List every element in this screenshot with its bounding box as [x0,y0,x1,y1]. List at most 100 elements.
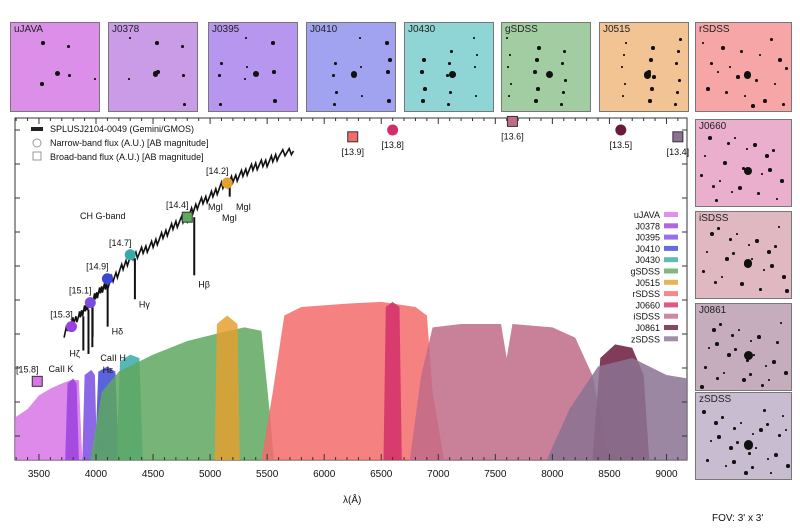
star [734,137,736,139]
magnitude-label: [15.8] [16,364,39,374]
star [740,422,742,424]
star [774,245,777,248]
star [94,78,96,80]
star [749,373,752,376]
filter-legend-swatch [664,325,678,330]
broadband-marker-rSDSS [347,131,359,143]
star [717,227,720,230]
star [748,244,750,246]
star [786,464,790,468]
star [723,161,727,165]
filter-legend-swatch [664,234,678,240]
star [746,359,749,362]
x-tick-label: 3500 [28,469,51,480]
fov-label: FOV: 3' x 3' [712,513,764,524]
star [55,71,60,77]
star [733,427,736,430]
filter-legend-label: rSDSS [632,289,660,299]
star [731,334,734,337]
x-tick-label: 8000 [541,469,564,480]
star [776,341,779,344]
thumbnail-label: J0660 [699,121,727,132]
filter-curve-J0378 [65,378,79,460]
star [714,281,717,284]
star [729,238,732,241]
narrowband-marker-J0410 [101,273,113,285]
star [420,70,424,74]
star [736,233,738,235]
star [761,384,764,387]
mgi-label-3: MgI [222,213,237,223]
star [625,42,627,44]
star [360,66,362,68]
star [446,74,449,77]
star [335,91,338,94]
photometry-points: [15.8] [15.3] [15.1] [14.9] [14.7] [14.4] [14.… [16,115,689,387]
star [624,83,626,85]
star [751,258,753,260]
star [742,378,746,382]
x-axis-label: λ(Å) [343,493,361,506]
legend-narrow: Narrow-band flux (A.U.) [AB magnitude] [50,138,209,148]
broadband-marker-zSDSS [672,131,684,143]
star [743,259,753,268]
star [719,323,722,326]
star [757,192,760,195]
star [679,38,682,41]
star [706,87,710,91]
thumbnail-J0861: J0861 [695,303,792,391]
star [450,50,453,53]
star [385,41,389,45]
star [648,99,652,103]
star [155,41,159,45]
star [702,270,705,273]
star [732,460,736,464]
star [128,78,130,80]
star [753,354,755,356]
filter-legend-label: J0410 [635,244,660,254]
star [708,347,710,349]
absorption-label: Hγ [139,299,150,309]
star [755,447,757,449]
star [765,154,769,158]
star [729,446,733,450]
star [767,250,771,254]
magnitude-label: [15.1] [69,286,92,296]
filter-curve-J0395 [82,369,98,460]
star [725,91,728,94]
absorption-label: CaII H [100,353,126,363]
star [744,95,746,97]
ch-gband-label: CH G-band [80,211,126,221]
star [333,103,336,106]
star [757,335,761,339]
star [712,328,716,332]
star [785,429,787,431]
x-tick-label: 7500 [484,469,507,480]
x-tick-label: 5000 [199,469,222,480]
star [751,466,754,469]
mgi-label-2: MgI [236,202,251,212]
star [700,174,703,177]
star [719,180,721,182]
narrowband-marker-J0395 [84,297,96,309]
star [743,71,752,80]
star [723,372,725,374]
filter-legend-swatch [664,223,678,229]
star [721,276,723,278]
star [725,257,729,261]
star [562,91,565,94]
star [563,50,566,53]
star [219,103,222,106]
x-tick-label: 6500 [370,469,393,480]
star [772,149,775,152]
thumbnail-label: zSDSS [699,394,732,405]
thumbnail-label: J0378 [112,24,140,35]
star [743,440,753,450]
narrowband-marker-J0430 [124,249,136,261]
star [770,472,772,474]
star [738,329,740,331]
filter-legend-label: J0515 [635,278,660,288]
filter-legend-label: uJAVA [634,210,660,220]
star [623,54,625,56]
